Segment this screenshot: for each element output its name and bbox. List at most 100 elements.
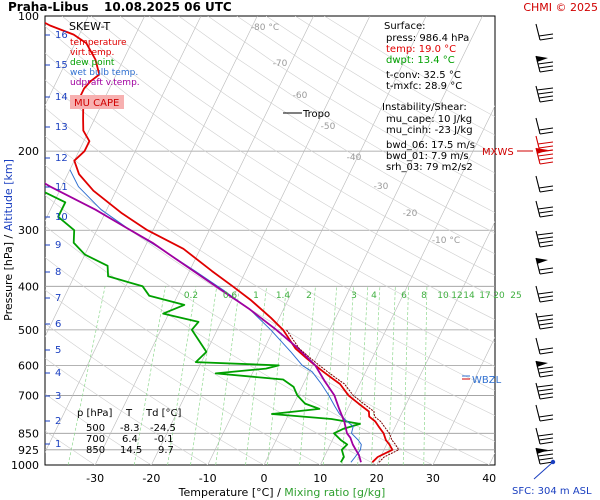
surface-title: Surface:: [384, 21, 425, 32]
table-cell: -0.1: [154, 434, 174, 445]
wind-barb: [535, 404, 554, 422]
wind-barbs: [535, 23, 554, 465]
isotherm-line: [376, 220, 495, 465]
temperature-tick-label: -10: [199, 472, 217, 485]
table-header-t: T: [125, 408, 133, 419]
wind-barb: [535, 175, 554, 193]
legend-item: udpraft v.temp.: [70, 78, 140, 88]
altitude-tick-label: 7: [55, 293, 61, 304]
altitude-tick-label: 13: [55, 122, 68, 133]
table-row: 850 14.5 9.7: [86, 445, 174, 456]
legend-item: wet bulb temp.: [70, 68, 138, 78]
wind-barb: [535, 23, 554, 41]
temperature-tick-label: 20: [370, 472, 384, 485]
isotherm-label: -10 °C: [432, 236, 460, 246]
wind-barb: [535, 257, 554, 275]
mixing-ratio-label: 25: [510, 291, 521, 301]
wind-barb: [535, 447, 554, 465]
isotherm-label: -60: [293, 91, 308, 101]
isotherm-label: -50: [321, 122, 336, 132]
mu-cape-badge-bg: [70, 95, 124, 109]
plot-area: 0.2 0.6 1 1.4 2 3 4 6 8 10 12 14 17 20 25-80 °C-70-60-…: [44, 15, 522, 466]
altitude-tick-label: 1: [55, 439, 61, 450]
table-row: 700 6.4 -0.1: [86, 434, 174, 445]
dry-adiabat: [45, 225, 434, 465]
dry-adiabat: [61, 16, 495, 298]
altitude-tick-label: 15: [55, 60, 68, 71]
table-cell: 850: [86, 445, 105, 456]
altitude-tick-label: 11: [55, 182, 68, 193]
dry-adiabat: [45, 289, 321, 465]
wind-hodo-mark: [533, 459, 556, 480]
dry-adiabat: [120, 16, 495, 255]
station-name: Praha-Libus: [8, 0, 88, 14]
temperature-tick-label: 40: [482, 472, 496, 485]
temperature-tick-label: -30: [86, 472, 104, 485]
altitude-tick-label: 10: [55, 212, 68, 223]
altitude-tick-label: 2: [55, 416, 61, 427]
table-cell: 500: [86, 423, 105, 434]
wind-barb: [535, 230, 554, 248]
pressure-tick-label: 200: [18, 145, 39, 158]
mixing-ratio-line: [190, 286, 218, 465]
isotherm-line: [488, 452, 495, 465]
instability-info: Instability/Shear: mu_cape: 10 J/kg mu_c…: [382, 102, 475, 173]
dry-adiabat: [90, 16, 495, 276]
instability-mu-cinh: mu_cinh: -23 J/kg: [386, 125, 473, 136]
altitude-tick-label: 5: [55, 345, 61, 356]
altitude-tick-label: 4: [55, 368, 61, 379]
isotherm-label: -80 °C: [251, 23, 279, 33]
table-cell: 700: [86, 434, 105, 445]
isotherm-line: [45, 16, 89, 106]
mu-cape-badge: MU CAPE: [74, 98, 119, 109]
mixing-ratio-line: [67, 286, 106, 465]
dry-adiabat: [149, 16, 495, 234]
mixing-ratio-label: 1: [253, 291, 259, 301]
table-cell: -8.3: [120, 423, 140, 434]
dry-adiabat: [45, 52, 495, 344]
wind-barb: [535, 427, 554, 445]
isotherm-line: [263, 16, 483, 465]
mixing-ratio-label: 1.4: [276, 291, 291, 301]
surface-info: Surface: press: 986.4 hPa temp: 19.0 °C …: [384, 21, 469, 92]
dry-adiabat: [45, 323, 265, 465]
table-cell: -24.5: [150, 423, 176, 434]
surface-dwpt: dwpt: 13.4 °C: [386, 55, 455, 66]
legend-item: dew point: [70, 58, 115, 68]
series-udpraft-v-temp: [45, 182, 362, 463]
series-temperature: [45, 21, 394, 463]
pressure-tick-label: 700: [18, 389, 39, 402]
wbzl-label: WBZL: [472, 375, 502, 386]
mixing-ratio-label: 0.6: [223, 291, 238, 301]
x-axis-title: Temperature [°C] / Mixing ratio [g/kg]: [178, 486, 386, 499]
pressure-tick-label: 100: [18, 10, 39, 23]
mixing-ratio-label: 2: [306, 291, 312, 301]
legend-title: SKEW-T: [69, 20, 111, 33]
mixing-ratio-line: [133, 286, 166, 465]
mixing-ratio-label: 3: [351, 291, 357, 301]
instability-srh03: srh_03: 79 m2/s2: [386, 162, 473, 173]
altitude-tick-label: 6: [55, 319, 61, 330]
dry-adiabat: [45, 164, 495, 442]
table-header-td: Td [°C]: [145, 408, 182, 419]
mixing-ratio-label: 0.2: [184, 291, 198, 301]
pressure-tick-label: 300: [18, 224, 39, 237]
mixing-ratio-label: 8: [421, 291, 427, 301]
isotherm-line: [45, 16, 202, 338]
instability-title: Instability/Shear:: [382, 102, 467, 113]
isotherm-line: [151, 16, 371, 465]
legend-item: temperature: [70, 38, 127, 48]
temperature-tick-label: -20: [142, 472, 160, 485]
instability-mu-cape: mu_cape: 10 J/kg: [386, 114, 472, 125]
x-axis: -30 -20 -10 0 10 20 30 40 Temperature [°C] / Mi…: [86, 472, 496, 499]
wind-barb: [535, 337, 554, 355]
isotherm-line: [45, 16, 145, 222]
wind-barb: [535, 382, 554, 400]
pressure-tick-label: 925: [18, 444, 39, 457]
wind-barb: [535, 117, 554, 135]
altitude-tick-label: 16: [55, 30, 68, 41]
mixing-ratio-label: 6: [401, 291, 407, 301]
isotherm-label: -30: [374, 182, 389, 192]
mixing-ratio-label: 12: [451, 291, 462, 301]
